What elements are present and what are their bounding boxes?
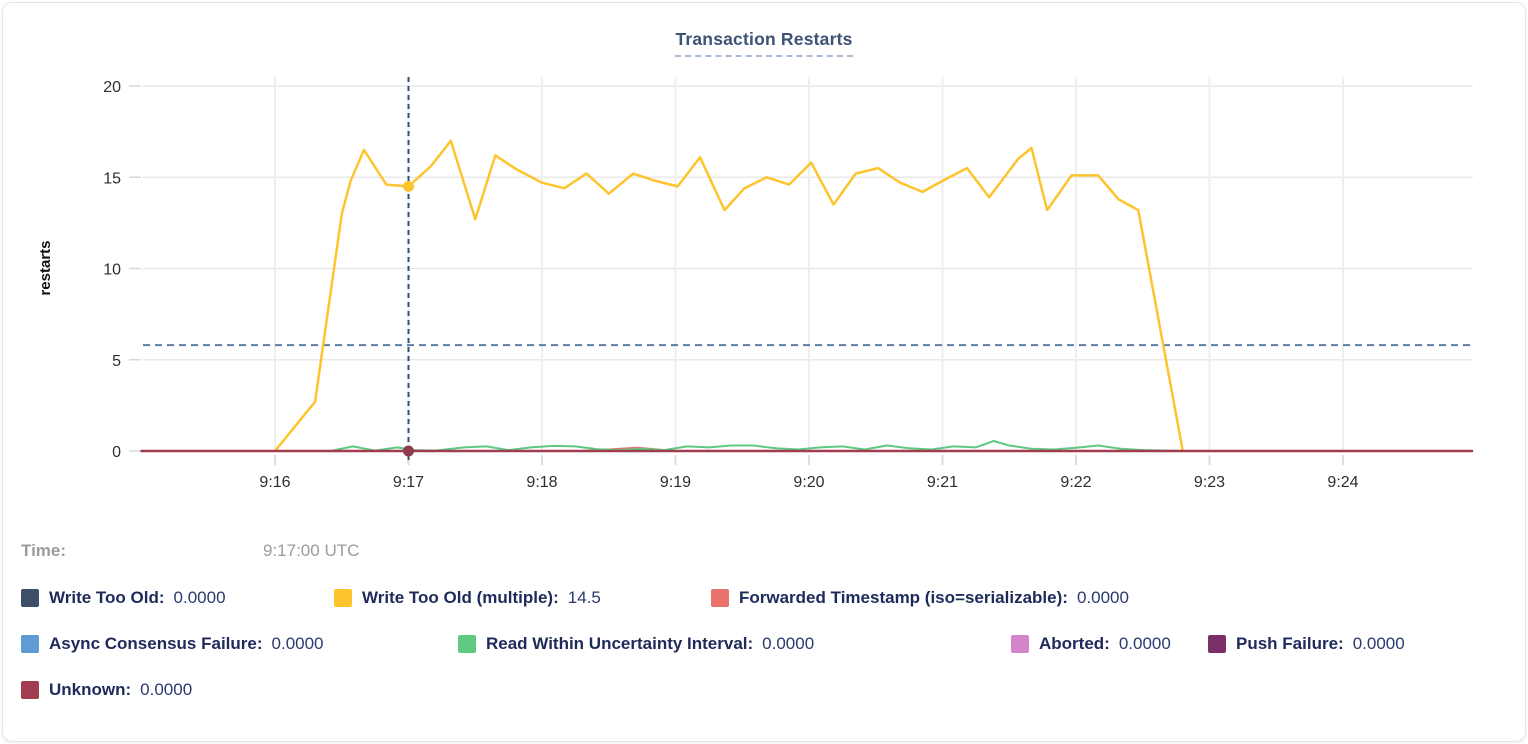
- legend-label: Write Too Old (multiple):: [362, 588, 559, 607]
- x-tick-label: 9:19: [660, 474, 691, 491]
- x-tick-label: 9:17: [393, 474, 424, 491]
- x-tick-label: 9:22: [1060, 474, 1091, 491]
- legend-value: 0.0000: [1076, 588, 1129, 607]
- chart-title[interactable]: Transaction Restarts: [675, 29, 853, 57]
- x-tick-label: 9:21: [927, 474, 958, 491]
- y-axis-title: restarts: [37, 240, 54, 295]
- legend-value: 0.0000: [762, 634, 815, 653]
- x-tick-label: 9:18: [526, 474, 557, 491]
- legend-item-write-too-old[interactable]: Write Too Old: 0.0000: [21, 588, 226, 608]
- series-line-read-within-uncertainty-interval: [329, 440, 1184, 452]
- legend-swatch-icon: [21, 589, 39, 607]
- legend-label: Unknown:: [49, 680, 132, 699]
- legend-value: 0.0000: [271, 634, 324, 653]
- y-tick-label: 20: [103, 79, 121, 96]
- y-tick-label: 0: [112, 444, 121, 461]
- legend-row: Unknown: 0.0000: [3, 680, 1525, 706]
- legend-label: Push Failure:: [1236, 634, 1344, 653]
- legend-swatch-icon: [21, 635, 39, 653]
- hover-marker: [403, 180, 414, 192]
- time-value: 9:17:00 UTC: [263, 541, 360, 560]
- legend-swatch-icon: [21, 681, 39, 699]
- time-row: Time: 9:17:00 UTC: [3, 541, 1525, 567]
- legend-value: 0.0000: [173, 588, 226, 607]
- legend-item-write-too-old-multiple[interactable]: Write Too Old (multiple): 14.5: [334, 588, 601, 608]
- chart-title-wrap: Transaction Restarts: [3, 29, 1525, 57]
- time-label: Time:: [21, 541, 67, 560]
- legend-value: 0.0000: [1118, 634, 1171, 653]
- x-tick-label: 9:23: [1194, 474, 1225, 491]
- legend-item-forwarded-timestamp-iso-serializable[interactable]: Forwarded Timestamp (iso=serializable): 0…: [711, 588, 1129, 608]
- x-tick-label: 9:24: [1327, 474, 1358, 491]
- legend-row: Write Too Old: 0.0000 Write Too Old (multi…: [3, 588, 1525, 614]
- y-tick-label: 15: [103, 170, 121, 187]
- x-tick-label: 9:20: [793, 474, 824, 491]
- legend-value: 0.0000: [1352, 634, 1405, 653]
- y-tick-label: 10: [103, 262, 121, 279]
- legend-item-push-failure[interactable]: Push Failure: 0.0000: [1208, 634, 1405, 654]
- x-tick-label: 9:16: [259, 474, 290, 491]
- legend-label: Async Consensus Failure:: [49, 634, 263, 653]
- legend-label: Forwarded Timestamp (iso=serializable):: [739, 588, 1068, 607]
- y-tick-label: 5: [112, 353, 121, 370]
- hover-marker: [403, 445, 414, 457]
- legend-row: Async Consensus Failure: 0.0000 Read Withi…: [3, 634, 1525, 660]
- legend-swatch-icon: [1011, 635, 1029, 653]
- legend-swatch-icon: [1208, 635, 1226, 653]
- legend-label: Write Too Old:: [49, 588, 165, 607]
- legend-item-aborted[interactable]: Aborted: 0.0000: [1011, 634, 1171, 654]
- legend-label: Read Within Uncertainty Interval:: [486, 634, 754, 653]
- legend-item-unknown[interactable]: Unknown: 0.0000: [21, 680, 192, 700]
- legend-value: 0.0000: [140, 680, 193, 699]
- legend-label: Aborted:: [1039, 634, 1110, 653]
- legend-swatch-icon: [711, 589, 729, 607]
- chart-plot-area[interactable]: restarts 0 5 10 15 20 9:16 9:17 9:18 9:19 9:20 9:2…: [3, 3, 1526, 523]
- legend-item-read-within-uncertainty-interval[interactable]: Read Within Uncertainty Interval: 0.0000: [458, 634, 814, 654]
- legend-value: 14.5: [567, 588, 601, 607]
- legend-swatch-icon: [458, 635, 476, 653]
- legend-swatch-icon: [334, 589, 352, 607]
- legend-item-async-consensus-failure[interactable]: Async Consensus Failure: 0.0000: [21, 634, 324, 654]
